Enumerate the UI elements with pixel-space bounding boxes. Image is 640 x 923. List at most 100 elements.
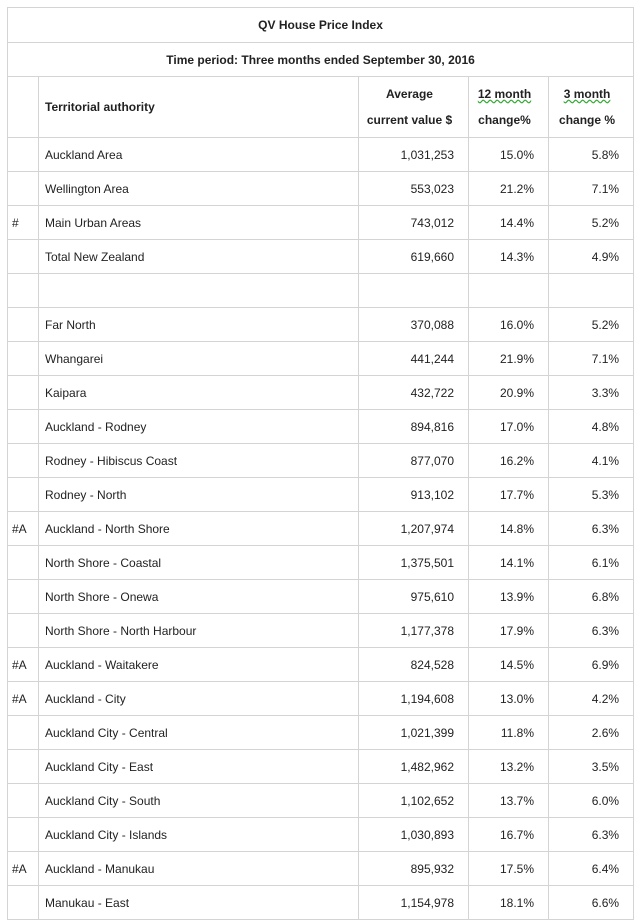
territory: Auckland - Manukau xyxy=(38,851,359,886)
avg-value: 894,816 xyxy=(358,409,469,444)
change-12m: 18.1% xyxy=(468,885,549,920)
avg-value: 1,207,974 xyxy=(358,511,469,546)
territory: Rodney - Hibiscus Coast xyxy=(38,443,359,478)
header-text: current value $ xyxy=(366,113,453,127)
header-m12: 12 month change% xyxy=(468,76,549,138)
avg-value: 895,932 xyxy=(358,851,469,886)
marker xyxy=(7,885,39,920)
avg-value: 619,660 xyxy=(358,239,469,274)
marker xyxy=(7,239,39,274)
territory: North Shore - North Harbour xyxy=(38,613,359,648)
marker: #A xyxy=(7,511,39,546)
blank-cell xyxy=(7,273,39,308)
territory: Kaipara xyxy=(38,375,359,410)
change-3m: 6.9% xyxy=(547,647,635,682)
blank-cell xyxy=(38,273,359,308)
change-3m: 6.6% xyxy=(547,885,635,920)
data-row: Auckland City - South 1,102,652 13.7% 6.0% xyxy=(7,783,635,818)
territory: Auckland - North Shore xyxy=(38,511,359,546)
change-3m: 6.3% xyxy=(547,613,635,648)
avg-value: 1,194,608 xyxy=(358,681,469,716)
change-12m: 14.1% xyxy=(468,545,549,580)
data-row: Auckland - Rodney 894,816 17.0% 4.8% xyxy=(7,409,635,444)
change-3m: 6.3% xyxy=(547,511,635,546)
territory: Auckland - Rodney xyxy=(38,409,359,444)
change-12m: 14.8% xyxy=(468,511,549,546)
blank-cell xyxy=(468,273,549,308)
change-3m: 4.2% xyxy=(547,681,635,716)
territory: Auckland - Waitakere xyxy=(38,647,359,682)
change-12m: 13.0% xyxy=(468,681,549,716)
header-name: Territorial authority xyxy=(38,76,359,138)
change-12m: 20.9% xyxy=(468,375,549,410)
header-text: 3 month xyxy=(563,87,611,101)
avg-value: 1,154,978 xyxy=(358,885,469,920)
territory: North Shore - Onewa xyxy=(38,579,359,614)
data-row: Auckland City - Central 1,021,399 11.8% 2.6… xyxy=(7,715,635,750)
avg-value: 824,528 xyxy=(358,647,469,682)
marker: #A xyxy=(7,647,39,682)
territory: North Shore - Coastal xyxy=(38,545,359,580)
change-12m: 13.7% xyxy=(468,783,549,818)
header-text: 12 month xyxy=(477,87,532,101)
change-3m: 4.1% xyxy=(547,443,635,478)
territory: Auckland City - Islands xyxy=(38,817,359,852)
change-3m: 3.3% xyxy=(547,375,635,410)
change-12m: 17.7% xyxy=(468,477,549,512)
change-3m: 5.2% xyxy=(547,205,635,240)
change-12m: 11.8% xyxy=(468,715,549,750)
territory: Total New Zealand xyxy=(38,239,359,274)
blank-row xyxy=(7,273,635,308)
marker xyxy=(7,783,39,818)
change-3m: 7.1% xyxy=(547,341,635,376)
blank-cell xyxy=(547,273,635,308)
data-row: #A Auckland - City 1,194,608 13.0% 4.2% xyxy=(7,681,635,716)
avg-value: 553,023 xyxy=(358,171,469,206)
data-row: North Shore - North Harbour 1,177,378 17.9… xyxy=(7,613,635,648)
avg-value: 975,610 xyxy=(358,579,469,614)
change-3m: 5.8% xyxy=(547,137,635,172)
territory: Wellington Area xyxy=(38,171,359,206)
territory: Main Urban Areas xyxy=(38,205,359,240)
change-12m: 17.0% xyxy=(468,409,549,444)
territory: Whangarei xyxy=(38,341,359,376)
avg-value: 441,244 xyxy=(358,341,469,376)
change-3m: 5.3% xyxy=(547,477,635,512)
header-text: change% xyxy=(478,113,531,127)
territory: Far North xyxy=(38,307,359,342)
data-row: Manukau - East 1,154,978 18.1% 6.6% xyxy=(7,885,635,920)
change-12m: 14.3% xyxy=(468,239,549,274)
change-12m: 17.9% xyxy=(468,613,549,648)
data-row: Auckland City - East 1,482,962 13.2% 3.5% xyxy=(7,749,635,784)
marker xyxy=(7,443,39,478)
header-text: Average xyxy=(386,87,433,101)
change-12m: 21.9% xyxy=(468,341,549,376)
marker xyxy=(7,171,39,206)
period-row: Time period: Three months ended Septembe… xyxy=(6,42,635,77)
header-m3: 3 month change % xyxy=(547,76,635,138)
avg-value: 1,375,501 xyxy=(358,545,469,580)
territory: Manukau - East xyxy=(38,885,359,920)
marker xyxy=(7,613,39,648)
marker xyxy=(7,307,39,342)
table-body: QV House Price Index Time period: Three … xyxy=(6,7,635,920)
avg-value: 743,012 xyxy=(358,205,469,240)
change-12m: 14.4% xyxy=(468,205,549,240)
territory: Auckland City - South xyxy=(38,783,359,818)
data-row: North Shore - Onewa 975,610 13.9% 6.8% xyxy=(7,579,635,614)
marker xyxy=(7,579,39,614)
territory: Auckland - City xyxy=(38,681,359,716)
change-3m: 7.1% xyxy=(547,171,635,206)
change-3m: 2.6% xyxy=(547,715,635,750)
change-3m: 6.4% xyxy=(547,851,635,886)
change-12m: 16.7% xyxy=(468,817,549,852)
marker: #A xyxy=(7,851,39,886)
change-12m: 13.2% xyxy=(468,749,549,784)
marker xyxy=(7,545,39,580)
change-12m: 21.2% xyxy=(468,171,549,206)
data-row: Auckland City - Islands 1,030,893 16.7% 6.3… xyxy=(7,817,635,852)
data-row: Total New Zealand 619,660 14.3% 4.9% xyxy=(7,239,635,274)
header-cell xyxy=(7,76,39,138)
period: Time period: Three months ended Septembe… xyxy=(6,42,635,77)
